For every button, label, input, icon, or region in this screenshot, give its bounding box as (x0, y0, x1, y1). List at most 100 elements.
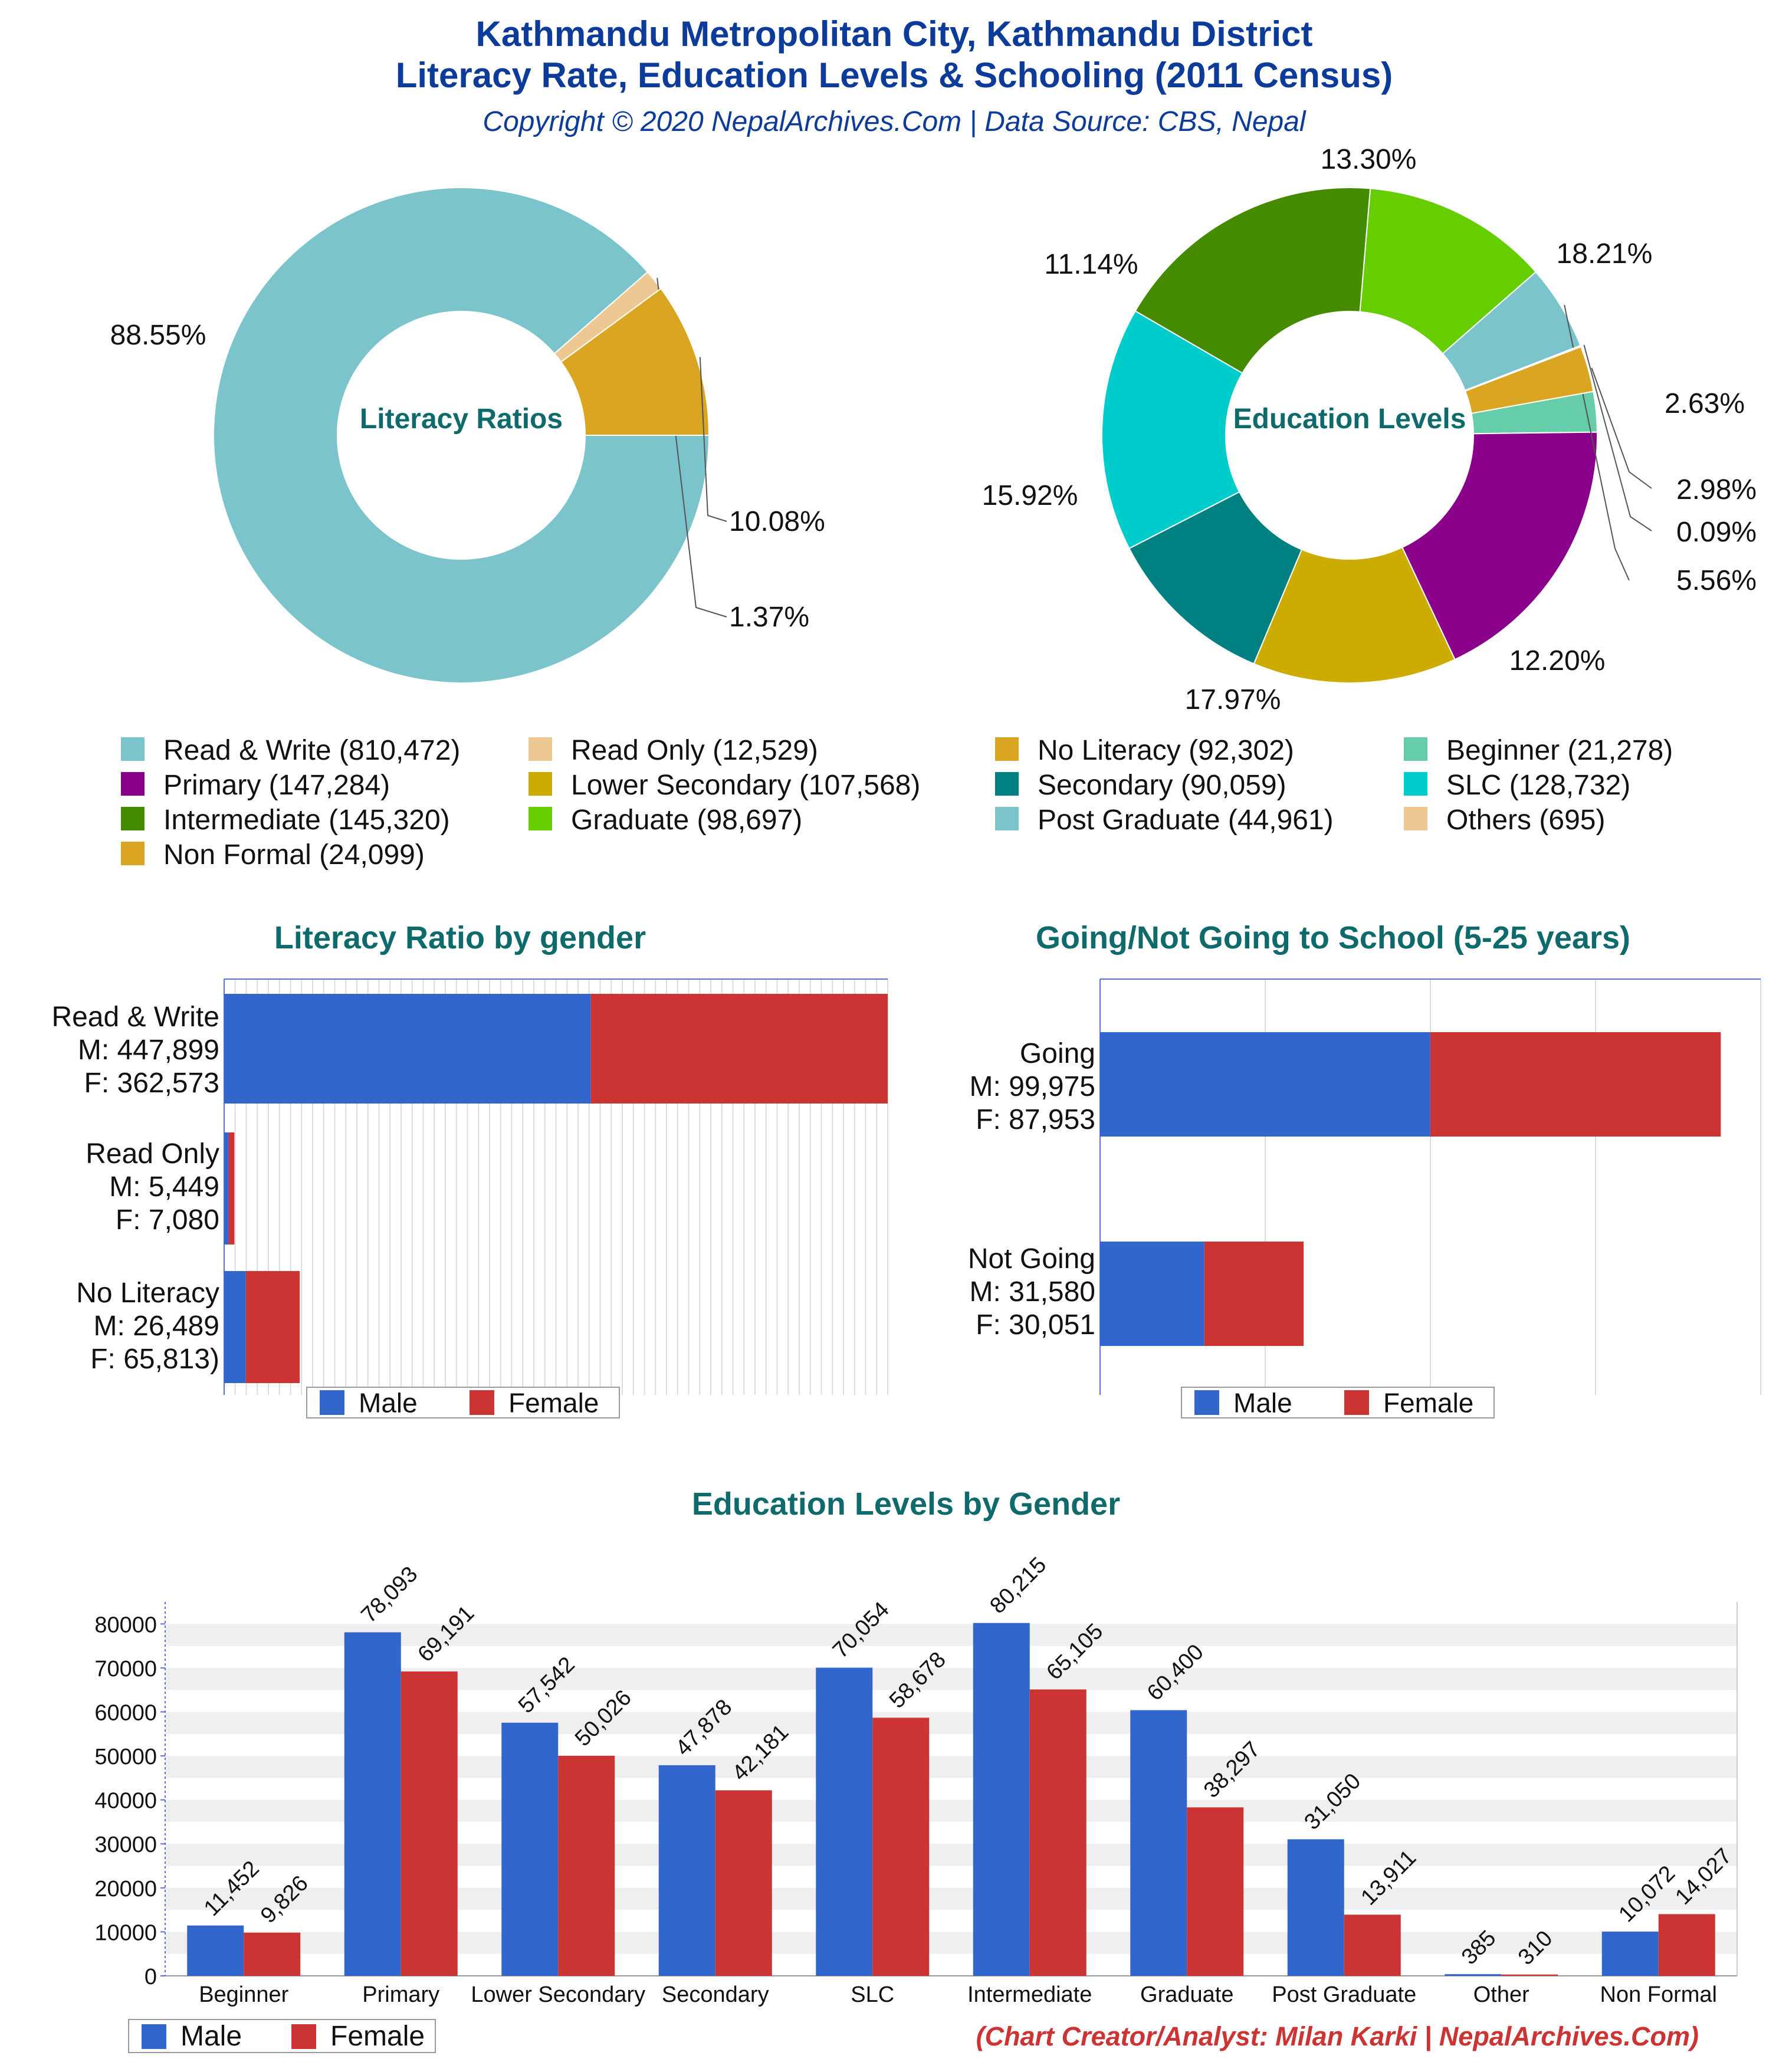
legend-swatch (529, 772, 552, 796)
vbar-female-bar (1187, 1807, 1244, 1976)
vbar-y-tick-label: 0 (145, 1965, 157, 1989)
legend-swatch (1404, 772, 1427, 796)
legend-swatch (529, 737, 552, 761)
hbar2-male-bar (1100, 1032, 1430, 1137)
vbar-male-bar (973, 1623, 1030, 1976)
title-line-1: Kathmandu Metropolitan City, Kathmandu D… (476, 14, 1313, 54)
vbar-category-label: Secondary (662, 1982, 769, 2007)
vbar-category-label: Post Graduate (1272, 1982, 1416, 2007)
legend-swatch (121, 842, 145, 865)
legend-label: Read Only (12,529) (571, 735, 818, 766)
vbar-female-bar (244, 1932, 301, 1976)
vbar-y-tick-label: 50000 (94, 1745, 157, 1769)
legend-swatch (995, 807, 1019, 830)
hbar1-male-bar (224, 994, 591, 1104)
legend-swatch (1404, 807, 1427, 830)
literacy-ratios-donut: 88.55% 1.37% 10.08% (110, 187, 825, 684)
subtitle: Copyright © 2020 NepalArchives.Com | Dat… (482, 106, 1306, 137)
donut1-center-title: Literacy Ratios (360, 403, 563, 435)
legend-swatch (121, 807, 145, 830)
literacy-by-gender-title: Literacy Ratio by gender (274, 920, 646, 955)
hbar1-category-label: F: 65,813) (90, 1344, 219, 1375)
hbar2-legend-female-swatch (1344, 1390, 1369, 1415)
vbar-male-bar (501, 1722, 559, 1976)
donut2-pct-label: 17.97% (1185, 684, 1281, 715)
hbar1-category-label: M: 5,449 (109, 1171, 219, 1203)
hbar1-female-bar (245, 1271, 300, 1383)
vbar-legend-male-label: Male (180, 2021, 242, 2052)
education-levels-donut: 2.63% 18.21% 13.30% 11.14% 15.92% 17.97% 12.20… (982, 144, 1757, 715)
hbar1-legend-male-swatch (320, 1390, 344, 1415)
hbar2-category-label: Not Going (968, 1243, 1095, 1275)
vbar-legend-male-swatch (142, 2024, 166, 2049)
legend-swatch (121, 772, 145, 796)
donut2-pct-label: 15.92% (982, 480, 1078, 511)
credit-line: (Chart Creator/Analyst: Milan Karki | Ne… (976, 2021, 1699, 2051)
legend-label: Beginner (21,278) (1446, 735, 1673, 766)
donut2-pct-label: 11.14% (1044, 249, 1138, 280)
donut2-pct-label: 0.09% (1676, 517, 1757, 548)
vbar-legend: Male Female (128, 2019, 436, 2053)
vbar-legend-female-label: Female (330, 2021, 425, 2052)
school-going-title: Going/Not Going to School (5-25 years) (1036, 920, 1630, 955)
hbar1-category-label: Read & Write (51, 1001, 219, 1033)
vbar-male-bar (344, 1632, 401, 1976)
legend-swatch (995, 737, 1019, 761)
vbar-y-tick-label: 30000 (94, 1833, 157, 1857)
donut1-pct-label: 1.37% (729, 602, 809, 633)
vbar-y-tick-label: 10000 (94, 1920, 157, 1945)
vbar-category-label: Beginner (199, 1982, 288, 2007)
donut2-pct-label: 2.63% (1665, 388, 1745, 419)
vbar-female-bar (872, 1718, 930, 1976)
donut2-pct-label: 12.20% (1509, 645, 1606, 677)
vbar-legend-box (128, 2019, 436, 2053)
vbar-category-label: Non Formal (1600, 1982, 1718, 2007)
vbar-male-bar (1287, 1839, 1344, 1976)
vbar-male-bar (187, 1925, 244, 1976)
vbar-female-bar (1344, 1915, 1401, 1976)
vbar-female-bar (1029, 1689, 1086, 1976)
donut2-center-title: Education Levels (1233, 403, 1466, 435)
donut2-leader-line (1583, 344, 1652, 531)
vbar-male-bar (816, 1667, 873, 1976)
donut1-pct-label: 10.08% (729, 506, 825, 537)
donut1-slice-read-write (213, 187, 710, 684)
vbar-male-bar (1130, 1710, 1187, 1976)
hbar2-legend-box (1181, 1387, 1495, 1418)
hbar1-category-label: M: 447,899 (78, 1035, 219, 1066)
hbar2-legend-female-label: Female (1383, 1388, 1473, 1418)
vbar-category-label: Intermediate (967, 1982, 1092, 2007)
vbar-category-label: Primary (362, 1982, 439, 2007)
hbar1-category-label: M: 26,489 (94, 1311, 219, 1342)
category-legend: Read & Write (810,472) Read Only (12,529)… (121, 735, 1673, 871)
legend-swatch (1404, 737, 1427, 761)
vbar-y-tick-label: 70000 (94, 1657, 157, 1682)
hbar2-female-bar (1204, 1242, 1304, 1346)
hbar1-legend-box (306, 1387, 620, 1418)
hbar1-female-bar (228, 1132, 235, 1244)
vbar-value-label: 78,093 (356, 1562, 422, 1628)
title-line-2: Literacy Rate, Education Levels & School… (396, 55, 1393, 95)
hbar1-male-bar (224, 1271, 246, 1383)
hbar1-category-label: No Literacy (76, 1278, 219, 1309)
donut2-leader-line (1591, 367, 1652, 489)
vbar-female-bar (1658, 1914, 1715, 1976)
legend-label: Primary (147,284) (163, 770, 390, 801)
donut2-pct-label: 18.21% (1557, 238, 1653, 270)
legend-label: Post Graduate (44,961) (1038, 804, 1334, 836)
hbar1-female-bar (590, 994, 888, 1104)
hbar2-legend-male-label: Male (1233, 1388, 1292, 1418)
hbar2-legend: Male Female (1181, 1387, 1495, 1418)
vbar-category-label: Lower Secondary (471, 1982, 645, 2007)
vbar-female-bar (558, 1755, 615, 1976)
legend-swatch (121, 737, 145, 761)
hbar2-category-label: M: 99,975 (970, 1071, 1095, 1102)
hbar1-legend: Male Female (306, 1387, 620, 1418)
vbar-category-label: Graduate (1140, 1982, 1233, 2007)
vbar-female-bar (401, 1671, 458, 1976)
hbar2-female-bar (1430, 1032, 1721, 1137)
hbar1-legend-male-label: Male (359, 1388, 418, 1418)
legend-swatch (995, 772, 1019, 796)
